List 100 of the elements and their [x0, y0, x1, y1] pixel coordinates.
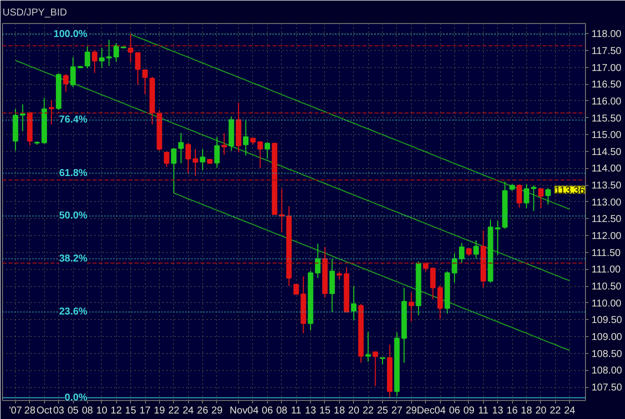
- annotation: 76.4%: [59, 114, 88, 126]
- x-tick-label: 19: [154, 406, 166, 416]
- candlestick: [494, 220, 500, 256]
- y-tick-label: 108.00: [592, 366, 623, 377]
- candlestick: [84, 46, 90, 69]
- candlestick: [63, 73, 69, 92]
- candlestick: [329, 258, 335, 312]
- x-tick-label: 09: [463, 406, 475, 416]
- chart-title: USD/JPY_BID: [2, 8, 67, 18]
- candlestick: [351, 286, 356, 321]
- y-tick-label: 112.50: [592, 214, 622, 226]
- x-tick-label: 15: [125, 406, 137, 416]
- candlestick: [128, 34, 134, 64]
- x-tick-label: 04: [247, 406, 259, 416]
- y-tick-label: 109.50: [592, 315, 623, 326]
- y-tick-label: 113.00: [592, 197, 622, 208]
- x-tick-label: 06: [448, 406, 461, 416]
- candlestick: [437, 284, 443, 320]
- annotation: 100.0%: [54, 28, 88, 40]
- y-tick-label: 110.50: [592, 282, 622, 293]
- y-tick-label: 115.00: [592, 130, 622, 142]
- line-series: [173, 192, 570, 351]
- y-tick-label: 114.50: [592, 146, 622, 158]
- x-tick-label: 10: [96, 406, 108, 416]
- x-tick-label: 04: [434, 406, 446, 416]
- x-tick-label: 25: [376, 406, 389, 416]
- candlestick: [221, 132, 227, 156]
- x-tick-label: 06: [262, 406, 274, 416]
- x-tick-label: 29: [211, 406, 223, 416]
- candlestick: [408, 292, 414, 322]
- x-tick-label: 29: [406, 406, 418, 416]
- x-tick-label: Nov: [230, 406, 248, 416]
- x-tick-label: 20: [348, 406, 360, 416]
- x-tick-label: 11: [478, 406, 489, 416]
- y-tick-label: 108.50: [592, 348, 623, 360]
- x-tick-label: 22: [362, 406, 374, 416]
- x-tick-label: 15: [319, 406, 331, 416]
- candlestick: [458, 242, 464, 264]
- y-tick-label: 112.00: [592, 231, 622, 242]
- candlestick: [243, 119, 249, 156]
- candlestick: [92, 50, 98, 74]
- x-tick-label: 27: [391, 406, 403, 416]
- x-tick-label: 24: [182, 406, 194, 416]
- x-tick-label: 17: [139, 406, 152, 416]
- x-tick-label: 08: [276, 406, 288, 416]
- candlestick: [264, 141, 270, 160]
- candlestick: [135, 52, 141, 86]
- x-tick-label: 18: [334, 406, 346, 416]
- candlestick: [171, 148, 177, 194]
- y-tick-label: 116.00: [592, 96, 622, 108]
- y-tick-label: 107.50: [592, 382, 623, 394]
- y-tick-label: 111.50: [592, 248, 622, 259]
- y-tick-label: 117.00: [592, 62, 622, 74]
- candlestick: [99, 48, 105, 68]
- candlestick: [106, 39, 112, 66]
- candlestick: [372, 350, 378, 387]
- x-tick-label: 13: [492, 406, 504, 416]
- annotation: 23.6%: [59, 306, 88, 318]
- candlestick: [142, 69, 148, 95]
- candlestick: [473, 240, 479, 259]
- x-tick-label: 11: [290, 406, 302, 416]
- candlestick: [315, 243, 320, 278]
- x-tick-label: 03: [53, 406, 65, 416]
- y-tick-label: 113.50: [592, 180, 622, 192]
- x-tick-label: 20: [535, 406, 547, 416]
- x-tick-label: 28: [24, 406, 36, 416]
- candlestick: [48, 100, 54, 125]
- y-tick-label: 109.00: [592, 332, 623, 344]
- x-tick-label: 12: [110, 406, 122, 416]
- x-tick-label: 24: [564, 406, 576, 416]
- candlestick: [530, 184, 536, 212]
- candlestick: [178, 132, 184, 164]
- candlestick: [257, 140, 263, 168]
- annotation: 50.0%: [59, 210, 88, 222]
- y-tick-label: 117.50: [592, 46, 622, 57]
- x-tick-label: 08: [82, 406, 94, 416]
- y-tick-label: 111.00: [592, 264, 622, 276]
- candlestick: [545, 188, 551, 206]
- candlestick: [164, 152, 170, 168]
- candlestick: [365, 331, 371, 362]
- annotation: 38.2%: [59, 253, 88, 264]
- x-tick-label: '07: [8, 406, 22, 416]
- annotation: 113.36: [554, 185, 586, 196]
- candlestick: [538, 188, 544, 209]
- y-tick-label: 118.00: [592, 29, 622, 40]
- y-tick-label: 116.50: [592, 80, 622, 91]
- y-tick-label: 115.50: [592, 113, 622, 124]
- annotation: 61.8%: [59, 168, 88, 179]
- x-tick-label: 13: [304, 406, 317, 416]
- candlestick: [200, 148, 206, 171]
- candlestick: [516, 184, 522, 208]
- x-tick-label: Oct: [36, 406, 52, 416]
- x-tick-label: Dec: [416, 406, 435, 416]
- candlestick: [214, 136, 220, 168]
- x-tick-label: 22: [168, 406, 180, 416]
- x-tick-label: 26: [197, 406, 209, 416]
- candlestick: [524, 184, 530, 209]
- annotation: 0.0%: [64, 392, 88, 404]
- x-tick-label: 22: [550, 406, 562, 416]
- y-tick-label: 110.00: [592, 298, 622, 310]
